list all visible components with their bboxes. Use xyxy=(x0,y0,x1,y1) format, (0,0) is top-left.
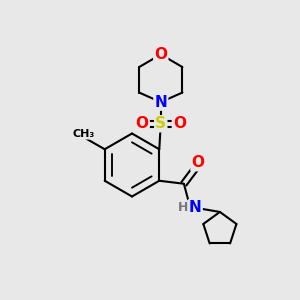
Text: N: N xyxy=(154,95,167,110)
Text: O: O xyxy=(154,47,167,62)
Text: CH₃: CH₃ xyxy=(73,129,95,139)
Text: N: N xyxy=(189,200,202,215)
Text: H: H xyxy=(178,201,188,214)
Text: O: O xyxy=(136,116,149,131)
Text: O: O xyxy=(191,155,205,170)
Text: S: S xyxy=(155,116,166,131)
Text: O: O xyxy=(173,116,186,131)
